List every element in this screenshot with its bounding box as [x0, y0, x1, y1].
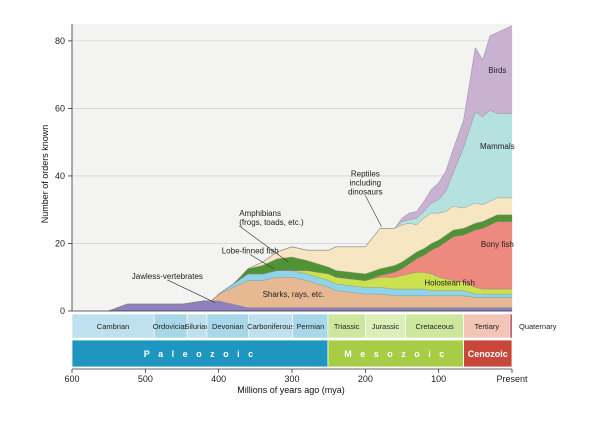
label-amphibians: Amphibians (frogs, toads, etc.)	[239, 209, 304, 227]
label-lobe-line-0: Lobe-finned fish	[222, 247, 279, 256]
period-label-permian: Permian	[296, 322, 324, 331]
period-label-tertiary: Tertiary	[475, 322, 500, 331]
x-tick-label-100: 100	[431, 374, 446, 384]
label-bony-line-0: Bony fish	[481, 240, 514, 249]
edge-jawless-vertebrates	[108, 300, 512, 312]
period-cretaceous	[405, 313, 464, 339]
label-sharks: Sharks, rays, etc.	[263, 290, 325, 299]
era-mesozoic	[327, 339, 464, 368]
label-birds-line-0: Birds	[488, 66, 506, 75]
x-tick-label-300: 300	[284, 374, 299, 384]
y-tick-label-0: 0	[60, 306, 65, 316]
period-label-triassic: Triassic	[334, 322, 360, 331]
era-paleozoic	[71, 339, 329, 368]
label-mammals-line-0: Mammals	[480, 142, 515, 151]
period-cambrian	[71, 313, 155, 339]
era-label-cenozoic: Cenozoic	[468, 349, 508, 359]
leader-lobe	[250, 254, 274, 270]
edge-birds	[108, 25, 513, 312]
label-reptiles-line-2: dinosaurs	[348, 188, 383, 197]
y-tick-label-40: 40	[55, 171, 65, 181]
label-lobe: Lobe-finned fish	[222, 247, 279, 256]
label-birds: Birds	[488, 66, 506, 75]
y-tick-label-20: 20	[55, 238, 65, 248]
period-label-cretaceous: Cretaceous	[415, 322, 454, 331]
era-label-mesozoic: M e s o z o i c	[344, 349, 447, 359]
label-amphibians-line-0: Amphibians	[239, 209, 281, 218]
label-sharks-line-0: Sharks, rays, etc.	[263, 290, 325, 299]
y-tick-label-80: 80	[55, 36, 65, 46]
label-holostean-line-0: Holostean fish	[424, 279, 475, 288]
label-mammals: Mammals	[480, 142, 515, 151]
label-reptiles-line-0: Reptiles	[351, 170, 380, 179]
era-cenozoic	[463, 339, 513, 368]
label-jawless-line-0: Jawless-vertebrates	[132, 272, 203, 281]
x-tick-label-600: 600	[64, 374, 79, 384]
label-reptiles-line-1: including	[350, 179, 382, 188]
period-label-ordovician: Ordovician	[153, 322, 189, 331]
x-axis-title: Millions of years ago (mya)	[237, 385, 345, 395]
x-tick-label-500: 500	[138, 374, 153, 384]
y-axis-title: Number of orders known	[40, 125, 50, 224]
leader-reptiles	[365, 195, 382, 227]
period-label-devonian: Devonian	[212, 322, 244, 331]
period-devonian	[206, 313, 250, 339]
x-tick-label-present: Present	[496, 374, 528, 384]
label-jawless: Jawless-vertebrates	[132, 272, 203, 281]
era-label-paleozoic: P a l e o z o i c	[144, 349, 256, 359]
label-holostean: Holostean fish	[424, 279, 475, 288]
y-tick-label-60: 60	[55, 103, 65, 113]
period-label-carboniferous: Carboniferous	[247, 322, 294, 331]
period-label-jurassic: Jurassic	[372, 322, 400, 331]
period-carboniferous	[248, 313, 294, 339]
period-label-quaternary: Quaternary	[519, 322, 557, 331]
period-quaternary	[509, 313, 513, 339]
period-tertiary	[463, 313, 511, 339]
label-amphibians-line-1: (frogs, toads, etc.)	[239, 218, 304, 227]
label-reptiles: Reptiles including dinosaurs	[348, 170, 383, 197]
label-bony: Bony fish	[481, 240, 514, 249]
leader-amphibians	[239, 225, 289, 263]
edge-sharks-rays-etc	[108, 276, 512, 312]
period-label-silurian: Silurian	[185, 322, 210, 331]
x-tick-label-400: 400	[211, 374, 226, 384]
period-label-cambrian: Cambrian	[97, 322, 130, 331]
leader-jawless	[167, 279, 216, 303]
x-tick-label-200: 200	[358, 374, 373, 384]
